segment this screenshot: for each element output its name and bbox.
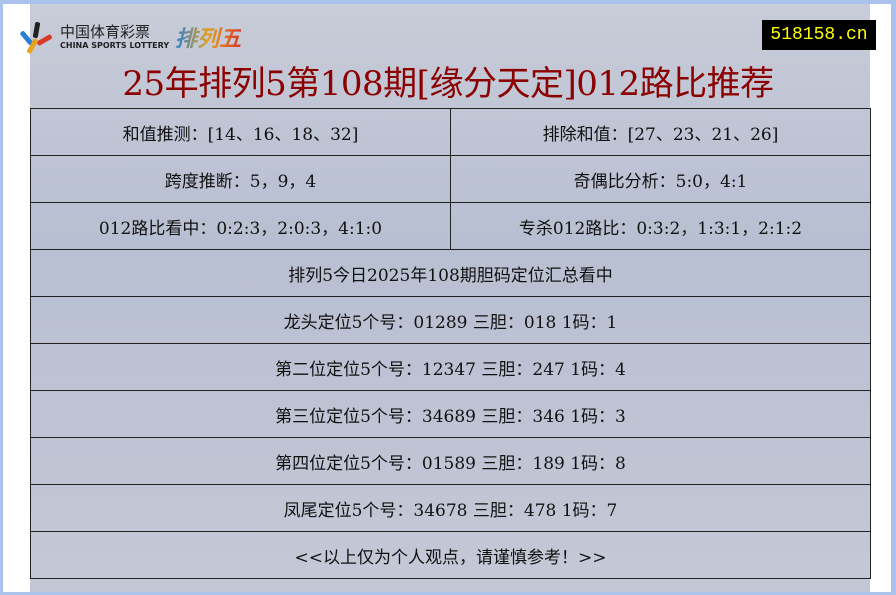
route-ratio-kill: 专杀012路比：0:3:2，1:3:1，2:1:2	[450, 202, 871, 250]
summary-title: 排列5今日2025年108期胆码定位汇总看中	[30, 249, 871, 297]
position-row: 第三位定位5个号：34689 三胆：346 1码：3	[30, 390, 871, 438]
position-row: 龙头定位5个号：01289 三胆：018 1码：1	[30, 296, 871, 344]
table-row: 第三位定位5个号：34689 三胆：346 1码：3	[30, 390, 871, 438]
table-row: 和值推测：[14、16、18、32] 排除和值：[27、23、21、26]	[30, 108, 871, 156]
table-row: 龙头定位5个号：01289 三胆：018 1码：1	[30, 296, 871, 344]
sum-prediction: 和值推测：[14、16、18、32]	[30, 108, 451, 156]
table-row: 凤尾定位5个号：34678 三胆：478 1码：7	[30, 484, 871, 532]
odd-even-ratio: 奇偶比分析：5:0，4:1	[450, 155, 871, 203]
lottery-logo: 中国体育彩票 CHINA SPORTS LOTTERY 排列五	[19, 20, 241, 55]
logo-product-text: 排列五	[175, 21, 241, 53]
route-ratio-pick: 012路比看中：0:2:3，2:0:3，4:1:0	[30, 202, 451, 250]
footer-note: <<以上仅为个人观点，请谨慎参考！>>	[30, 531, 871, 579]
logo-cn-text: 中国体育彩票	[60, 23, 151, 41]
position-row: 第四位定位5个号：01589 三胆：189 1码：8	[30, 437, 871, 485]
lottery-logo-icon	[19, 20, 54, 55]
position-row: 第二位定位5个号：12347 三胆：247 1码：4	[30, 343, 871, 391]
table-row: 第四位定位5个号：01589 三胆：189 1码：8	[30, 437, 871, 485]
page-title: 25年排列5第108期[缘分天定]012路比推荐	[122, 64, 774, 104]
sum-exclusion: 排除和值：[27、23、21、26]	[450, 108, 871, 156]
table-row: <<以上仅为个人观点，请谨慎参考！>>	[30, 531, 871, 579]
position-row: 凤尾定位5个号：34678 三胆：478 1码：7	[30, 484, 871, 532]
logo-en-text: CHINA SPORTS LOTTERY	[60, 41, 170, 50]
table-row: 排列5今日2025年108期胆码定位汇总看中	[30, 249, 871, 297]
span-prediction: 跨度推断：5，9，4	[30, 155, 451, 203]
prediction-table: 和值推测：[14、16、18、32] 排除和值：[27、23、21、26] 跨度推…	[30, 108, 871, 579]
site-badge: 518158.cn	[762, 20, 876, 50]
table-row: 跨度推断：5，9，4 奇偶比分析：5:0，4:1	[30, 155, 871, 203]
table-row: 012路比看中：0:2:3，2:0:3，4:1:0 专杀012路比：0:3:2，1…	[30, 202, 871, 250]
table-row: 第二位定位5个号：12347 三胆：247 1码：4	[30, 343, 871, 391]
